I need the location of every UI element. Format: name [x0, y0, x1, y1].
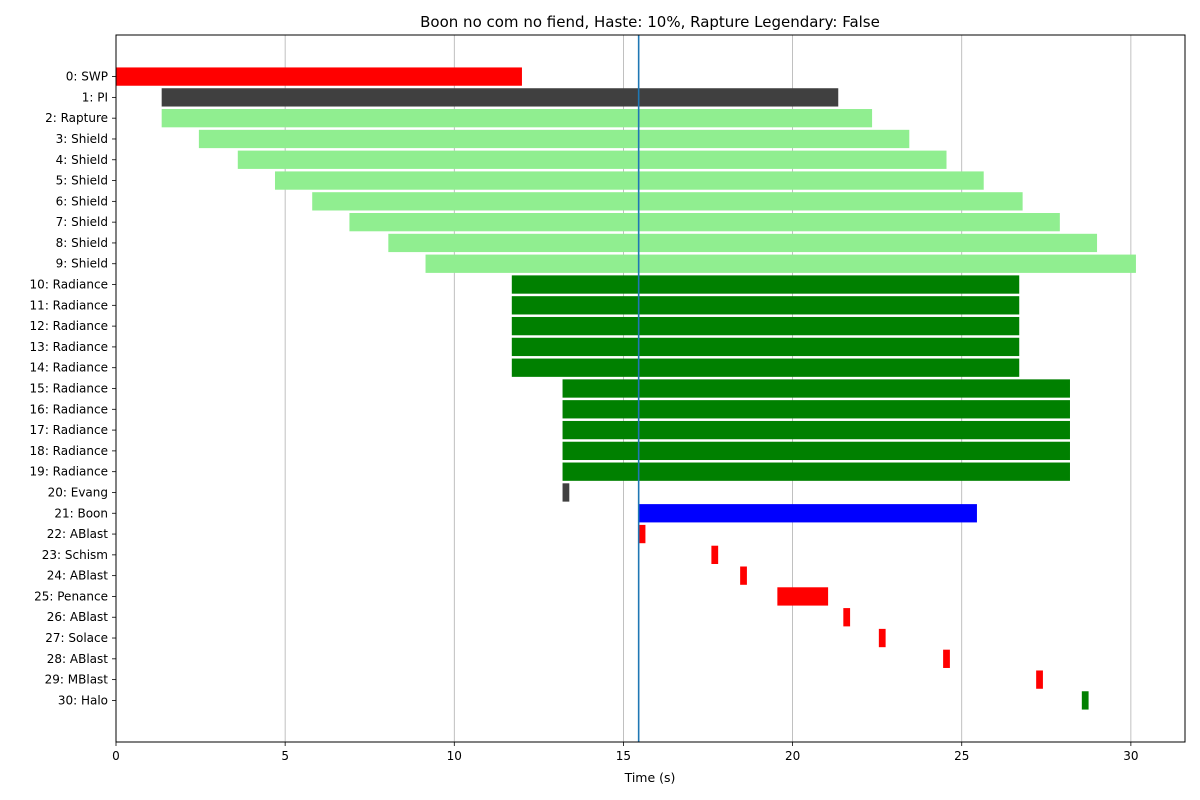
y-tick-label: 9: Shield	[56, 257, 108, 271]
bar	[511, 358, 1020, 377]
y-tick-label: 18: Radiance	[30, 444, 108, 458]
chart-title: Boon no com no fiend, Haste: 10%, Raptur…	[420, 13, 880, 31]
y-tick-label: 0: SWP	[66, 70, 108, 84]
y-tick-label: 23: Schism	[42, 548, 108, 562]
bar	[116, 67, 522, 86]
x-tick-label: 5	[281, 749, 289, 763]
bar	[562, 420, 1070, 440]
y-tick-label: 15: Radiance	[30, 382, 108, 396]
bar	[562, 441, 1070, 461]
y-tick-label: 2: Rapture	[45, 111, 108, 125]
y-tick-label: 1: PI	[82, 90, 108, 104]
y-tick-label: 26: ABlast	[47, 610, 109, 624]
bar	[511, 337, 1020, 357]
x-tick-label: 20	[785, 749, 800, 763]
bar	[388, 233, 1098, 253]
y-tick-label: 4: Shield	[56, 153, 108, 167]
bar	[274, 171, 984, 190]
bars-layer	[116, 67, 1136, 710]
y-tick-label: 12: Radiance	[30, 319, 108, 333]
y-tick-label: 14: Radiance	[30, 361, 108, 375]
y-tick-label: 21: Boon	[54, 506, 108, 520]
y-tick-label: 10: Radiance	[30, 278, 108, 292]
y-tick-label: 28: ABlast	[47, 652, 109, 666]
y-tick-label: 17: Radiance	[30, 423, 108, 437]
bar	[878, 628, 886, 648]
y-tick-label: 3: Shield	[56, 132, 108, 146]
y-tick-label: 22: ABlast	[47, 527, 109, 541]
bar	[511, 296, 1020, 315]
bar	[237, 150, 947, 169]
bar	[161, 88, 839, 107]
bar	[1036, 670, 1043, 689]
bar	[511, 275, 1020, 294]
y-tick-label: 13: Radiance	[30, 340, 108, 354]
y-tick-label: 19: Radiance	[30, 465, 108, 479]
bar	[711, 545, 719, 565]
bar	[638, 524, 646, 544]
y-tick-label: 24: ABlast	[47, 569, 109, 583]
x-tick-label: 15	[616, 749, 631, 763]
y-tick-label: 6: Shield	[56, 194, 108, 208]
bar	[198, 129, 910, 149]
bar	[562, 400, 1070, 419]
x-axis-label: Time (s)	[624, 770, 676, 785]
y-tick-label: 16: Radiance	[30, 402, 108, 416]
bar	[562, 462, 1070, 481]
x-tick-label: 0	[112, 749, 120, 763]
x-tick-label: 30	[1123, 749, 1138, 763]
bar	[312, 192, 1023, 211]
y-tick-label: 20: Evang	[48, 485, 108, 499]
x-axis: 0 5 10 15 20 25 30	[112, 742, 1139, 763]
y-tick-label: 29: MBlast	[45, 673, 109, 687]
bar	[562, 483, 570, 502]
y-axis: 0: SWP 1: PI 2: Rapture 3: Shield 4: Shield 5…	[30, 70, 116, 707]
y-tick-label: 25: Penance	[34, 589, 108, 603]
bar	[777, 587, 829, 606]
bar	[349, 212, 1060, 232]
x-tick-label: 25	[954, 749, 969, 763]
bar	[511, 316, 1020, 336]
bar	[740, 566, 747, 585]
bar	[562, 379, 1070, 398]
y-tick-label: 7: Shield	[56, 215, 108, 229]
y-tick-label: 8: Shield	[56, 236, 108, 250]
bar	[638, 504, 977, 523]
y-tick-label: 5: Shield	[56, 174, 108, 188]
bar	[943, 649, 950, 668]
y-tick-label: 11: Radiance	[30, 298, 108, 312]
bar	[843, 608, 851, 627]
y-tick-label: 30: Halo	[58, 693, 108, 707]
y-tick-label: 27: Solace	[45, 631, 108, 645]
bar	[1081, 691, 1089, 710]
bar	[425, 254, 1136, 273]
bar	[161, 109, 873, 128]
x-tick-label: 10	[447, 749, 462, 763]
